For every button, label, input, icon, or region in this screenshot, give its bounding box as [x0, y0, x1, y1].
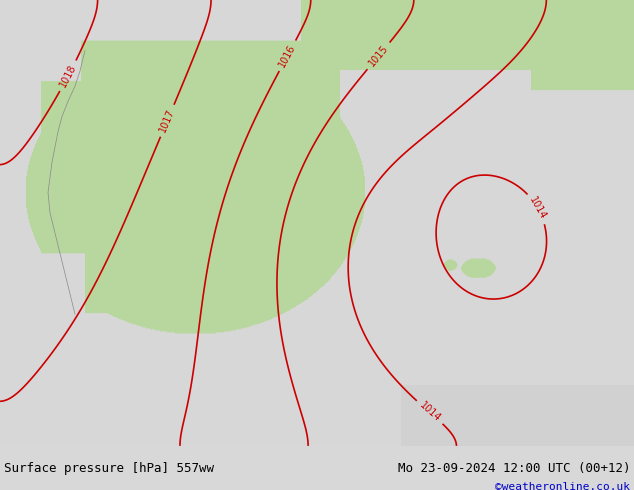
Text: 1014: 1014 — [527, 195, 548, 221]
Text: ©weatheronline.co.uk: ©weatheronline.co.uk — [495, 482, 630, 490]
Text: 1014: 1014 — [417, 400, 442, 424]
Text: 1015: 1015 — [367, 43, 391, 69]
Text: 1016: 1016 — [277, 43, 297, 69]
Text: Mo 23-09-2024 12:00 UTC (00+12): Mo 23-09-2024 12:00 UTC (00+12) — [398, 462, 630, 475]
Text: 1018: 1018 — [58, 63, 78, 89]
Text: 1017: 1017 — [158, 107, 177, 134]
Text: Surface pressure [hPa] 557ww: Surface pressure [hPa] 557ww — [4, 462, 214, 475]
